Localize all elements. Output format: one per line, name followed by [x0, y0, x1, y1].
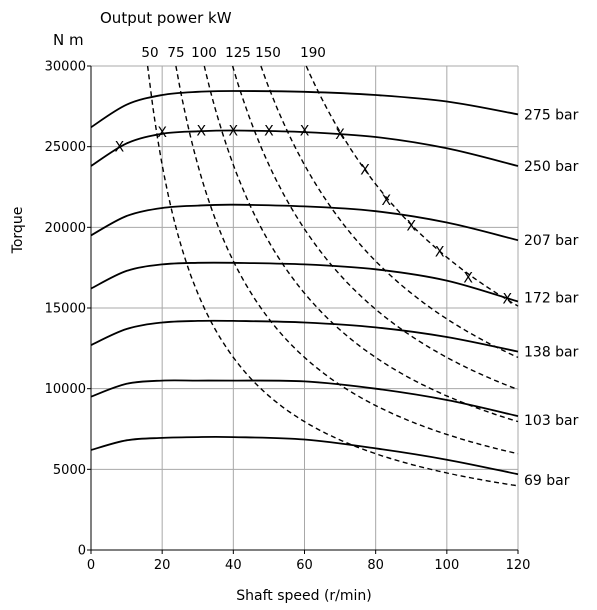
y-tick-label: 15000 — [45, 302, 86, 317]
power-label: 50 — [141, 45, 158, 61]
operating-point-marker: X — [197, 124, 207, 140]
gridlines — [91, 65, 519, 550]
operating-point-marker: X — [157, 125, 167, 141]
torque-unit-label: N m — [53, 31, 84, 49]
pressure-curve — [90, 203, 519, 242]
operating-point-marker: X — [406, 219, 416, 235]
pressure-curve — [90, 319, 519, 353]
pressure-label: 103 bar — [524, 413, 579, 429]
power-curve — [175, 65, 519, 455]
operating-point-marker: X — [463, 270, 473, 286]
x-tick-label: 60 — [296, 558, 313, 573]
y-tick-label: 10000 — [45, 382, 86, 397]
pressure-curve — [90, 129, 519, 167]
power-curve — [203, 65, 519, 423]
pressure-label: 138 bar — [524, 345, 579, 361]
power-label: 125 — [225, 45, 251, 61]
power-curve — [260, 65, 519, 359]
y-tick-label: 5000 — [53, 463, 86, 478]
power-label: 190 — [300, 45, 326, 61]
pressure-label: 69 bar — [524, 473, 570, 489]
pressure-curve — [90, 435, 519, 476]
operating-point-marker: X — [115, 140, 125, 156]
power-curve — [231, 65, 519, 391]
operating-point-marker: X — [264, 124, 274, 140]
pressure-curve — [90, 379, 519, 417]
x-tick-label: 120 — [506, 558, 531, 573]
power-label: 150 — [255, 45, 281, 61]
power-label: 100 — [191, 45, 217, 61]
x-tick-label: 40 — [225, 558, 242, 573]
axes: 0 20 40 60 80 100 120 0 5000 10000 15000 20000 25000… — [45, 60, 531, 574]
y-tick-label: 20000 — [45, 221, 86, 236]
pressure-label: 275 bar — [524, 107, 579, 123]
power-label: 75 — [167, 45, 184, 61]
chart-labels: Output power kW N m Torque Shaft speed (… — [10, 9, 579, 604]
operating-point-marker: X — [335, 127, 345, 143]
operating-point-marker: X — [300, 124, 310, 140]
operating-point-marker: X — [360, 162, 370, 178]
x-tick-label: 0 — [87, 558, 95, 573]
y-axis-title: Torque — [10, 207, 26, 255]
power-axis-title: Output power kW — [100, 9, 232, 27]
operating-point-marker: X — [229, 124, 239, 140]
x-tick-label: 80 — [367, 558, 384, 573]
operating-point-marker: X — [435, 245, 445, 261]
power-curve — [146, 65, 519, 487]
power-curves — [146, 65, 519, 487]
pressure-label: 172 bar — [524, 291, 579, 307]
y-tick-label: 30000 — [45, 60, 86, 75]
operating-point-marker: X — [382, 193, 392, 209]
x-axis-title: Shaft speed (r/min) — [236, 588, 372, 604]
power-curve — [305, 65, 519, 307]
pressure-label: 250 bar — [524, 159, 579, 175]
pressure-curve — [90, 261, 519, 303]
y-tick-label: 0 — [78, 544, 86, 559]
pressure-label: 207 bar — [524, 233, 579, 249]
x-tick-label: 100 — [434, 558, 459, 573]
x-tick-label: 20 — [154, 558, 171, 573]
operating-point-marker: X — [503, 291, 513, 307]
y-tick-label: 25000 — [45, 140, 86, 155]
